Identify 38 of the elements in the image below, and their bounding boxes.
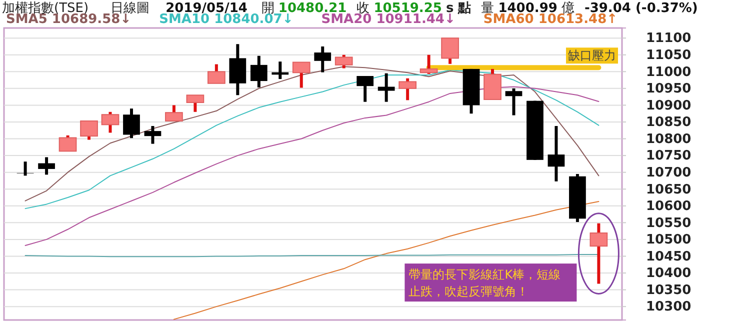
y-tick-label: 11000 bbox=[646, 64, 692, 80]
line-series bbox=[173, 201, 600, 320]
y-tick-label: 10450 bbox=[646, 249, 692, 264]
y-tick-label: 10800 bbox=[646, 132, 692, 147]
candlestick bbox=[526, 100, 544, 160]
annotation: 缺口壓力 bbox=[568, 48, 616, 63]
candlestick bbox=[208, 64, 226, 84]
y-tick-label: 11050 bbox=[646, 48, 692, 64]
candlestick bbox=[101, 112, 120, 133]
y-tick-label: 11100 bbox=[646, 31, 692, 46]
y-tick-label: 10950 bbox=[646, 82, 692, 97]
y-tick-label: 10500 bbox=[646, 232, 692, 248]
y-tick-label: 10300 bbox=[646, 300, 692, 315]
y-tick-label: 10600 bbox=[646, 199, 692, 214]
y-tick-label: 10850 bbox=[646, 115, 692, 130]
y-tick-label: 10900 bbox=[646, 98, 692, 114]
candlestick bbox=[16, 162, 34, 176]
candlestick bbox=[58, 135, 77, 152]
candlestick bbox=[378, 73, 395, 102]
y-tick-label: 10750 bbox=[646, 148, 692, 164]
y-tick-label: 10400 bbox=[646, 266, 692, 282]
line-series bbox=[24, 86, 600, 246]
candlestick bbox=[398, 78, 416, 100]
candlestick bbox=[165, 105, 183, 122]
candlestick bbox=[186, 94, 204, 112]
candlestick bbox=[441, 38, 459, 64]
y-tick-label: 10350 bbox=[646, 282, 692, 298]
y-tick-label: 10550 bbox=[646, 216, 692, 231]
candlestick bbox=[420, 54, 438, 74]
text: SMA20 10911.44↓ bbox=[321, 12, 456, 27]
candlestick bbox=[334, 54, 353, 68]
y-tick-label: 10700 bbox=[646, 165, 692, 180]
candlestick bbox=[80, 120, 98, 140]
y-tick-label: 10650 bbox=[646, 182, 692, 198]
annotation: 帶量的長下影線紅K棒，短線止跌，吹起反彈號角！ bbox=[408, 268, 561, 299]
candlestick bbox=[590, 223, 608, 284]
candlestick bbox=[292, 62, 310, 88]
text: SMA10 10840.07↓ bbox=[159, 12, 294, 27]
